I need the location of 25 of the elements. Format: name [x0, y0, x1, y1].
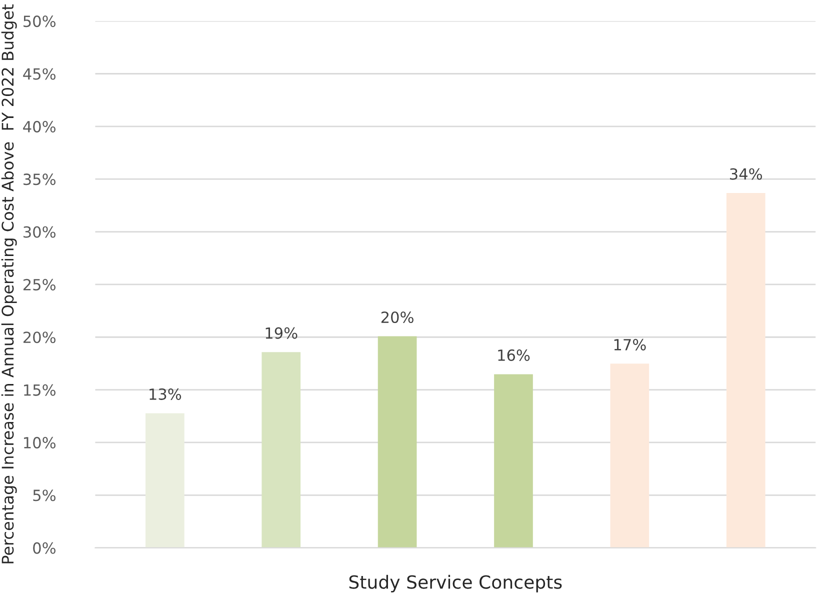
bar: [610, 364, 650, 548]
x-axis-title: Study Service Concepts: [349, 574, 562, 592]
bar: [262, 352, 301, 548]
y-tick-label: 0%: [33, 542, 56, 554]
data-label: 20%: [381, 311, 414, 324]
bar: [378, 336, 417, 548]
y-tick-label: 40%: [23, 120, 56, 132]
y-tick-label: 30%: [24, 226, 56, 238]
y-tick-label: 50%: [24, 16, 56, 28]
data-label: 16%: [498, 349, 530, 361]
y-tick-label: 10%: [24, 436, 56, 448]
y-tick-label: 45%: [23, 68, 56, 80]
data-label: 19%: [266, 327, 298, 339]
y-tick-label: 25%: [23, 278, 56, 290]
y-tick-label: 15%: [24, 384, 56, 396]
data-label: 13%: [150, 388, 182, 400]
y-tick-label: 20%: [23, 332, 56, 344]
bar: [146, 413, 184, 548]
bar: [494, 374, 533, 548]
y-tick-label: 5%: [33, 490, 56, 502]
data-label: 34%: [730, 168, 762, 180]
y-axis-title: Percentage Increase in Annual Operating Cost Above FY 2022 Budget: [1, 4, 17, 564]
bar: [726, 193, 766, 548]
y-tick-label: 35%: [24, 174, 56, 186]
data-label: 17%: [614, 338, 646, 350]
